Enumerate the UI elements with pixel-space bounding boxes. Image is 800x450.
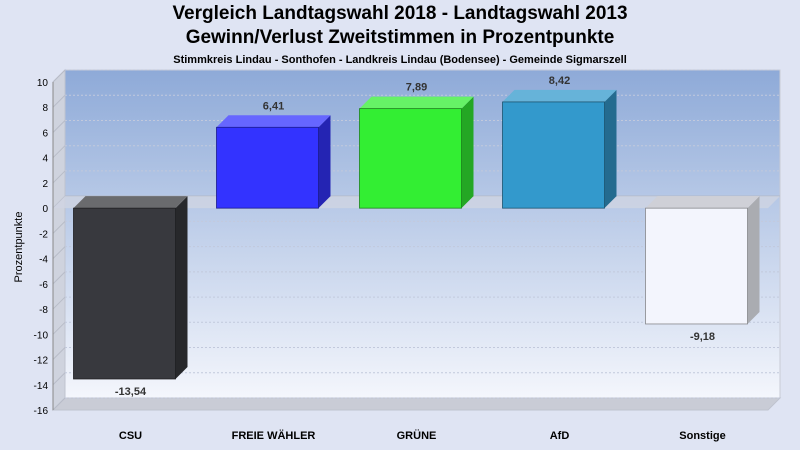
data-label: 7,89 bbox=[406, 82, 427, 94]
bar-top bbox=[502, 89, 617, 102]
y-tick-label: 2 bbox=[42, 179, 48, 190]
gridline-side bbox=[52, 221, 66, 234]
gridline-side bbox=[52, 120, 66, 133]
gridline-side bbox=[52, 94, 66, 108]
y-tick-label: -4 bbox=[39, 255, 48, 266]
y-tick-label: 10 bbox=[37, 78, 49, 89]
y-tick-label: -10 bbox=[34, 330, 49, 341]
gridline-side bbox=[52, 397, 66, 411]
bar-afd bbox=[502, 101, 605, 209]
y-tick-label: -8 bbox=[39, 305, 48, 316]
bar-sonstige bbox=[645, 207, 748, 325]
bar-side bbox=[175, 196, 188, 379]
chart-subtitle: Gewinn/Verlust Zweitstimmen in Prozentpu… bbox=[185, 27, 615, 48]
bar-side bbox=[747, 196, 760, 324]
gridline-side bbox=[52, 296, 66, 310]
plot-side-wall bbox=[52, 68, 66, 412]
x-tick-label: CSU bbox=[119, 430, 142, 442]
bar-side bbox=[461, 96, 474, 209]
gridline-side bbox=[52, 321, 66, 335]
y-tick-label: -2 bbox=[39, 229, 48, 240]
bar-side bbox=[318, 115, 331, 209]
bar-csu bbox=[73, 207, 176, 380]
y-tick-label: 0 bbox=[42, 204, 48, 215]
y-tick-label: -12 bbox=[34, 356, 49, 367]
gridline-side bbox=[52, 69, 66, 83]
gridline-side bbox=[52, 347, 66, 360]
bar-freie-w-hler bbox=[216, 126, 319, 209]
gridline-side bbox=[52, 271, 66, 285]
chart-title: Vergleich Landtagswahl 2018 - Landtagswa… bbox=[172, 3, 628, 24]
x-tick-label: GRÜNE bbox=[397, 429, 437, 442]
y-tick-label: -14 bbox=[34, 381, 49, 392]
gridline-side bbox=[52, 246, 66, 259]
data-label: -13,54 bbox=[115, 386, 147, 398]
data-label: 6,41 bbox=[263, 100, 284, 112]
y-axis-label: Prozentpunkte bbox=[13, 212, 25, 283]
gridline-side bbox=[52, 145, 66, 159]
y-tick-label: -16 bbox=[34, 406, 49, 417]
gridline-side bbox=[52, 372, 66, 386]
bar-top bbox=[645, 196, 760, 209]
plot-floor bbox=[51, 397, 782, 411]
y-tick-label: 6 bbox=[42, 128, 48, 139]
x-tick-label: FREIE WÄHLER bbox=[232, 429, 316, 442]
chart-region-subtitle: Stimmkreis Lindau - Sonthofen - Landkrei… bbox=[173, 54, 627, 66]
gridline-side bbox=[52, 170, 66, 184]
data-label: -9,18 bbox=[690, 331, 715, 343]
x-tick-label: AfD bbox=[550, 430, 570, 442]
bar-gr-ne bbox=[359, 108, 462, 209]
bar-top bbox=[216, 115, 331, 128]
data-label: 8,42 bbox=[549, 75, 570, 87]
y-tick-label: 8 bbox=[42, 103, 48, 114]
y-tick-label: -6 bbox=[39, 280, 48, 291]
y-tick-label: 4 bbox=[42, 154, 48, 165]
bar-top bbox=[359, 96, 474, 109]
x-tick-label: Sonstige bbox=[679, 430, 725, 442]
bar-top bbox=[73, 196, 188, 209]
bar-side bbox=[604, 89, 617, 209]
